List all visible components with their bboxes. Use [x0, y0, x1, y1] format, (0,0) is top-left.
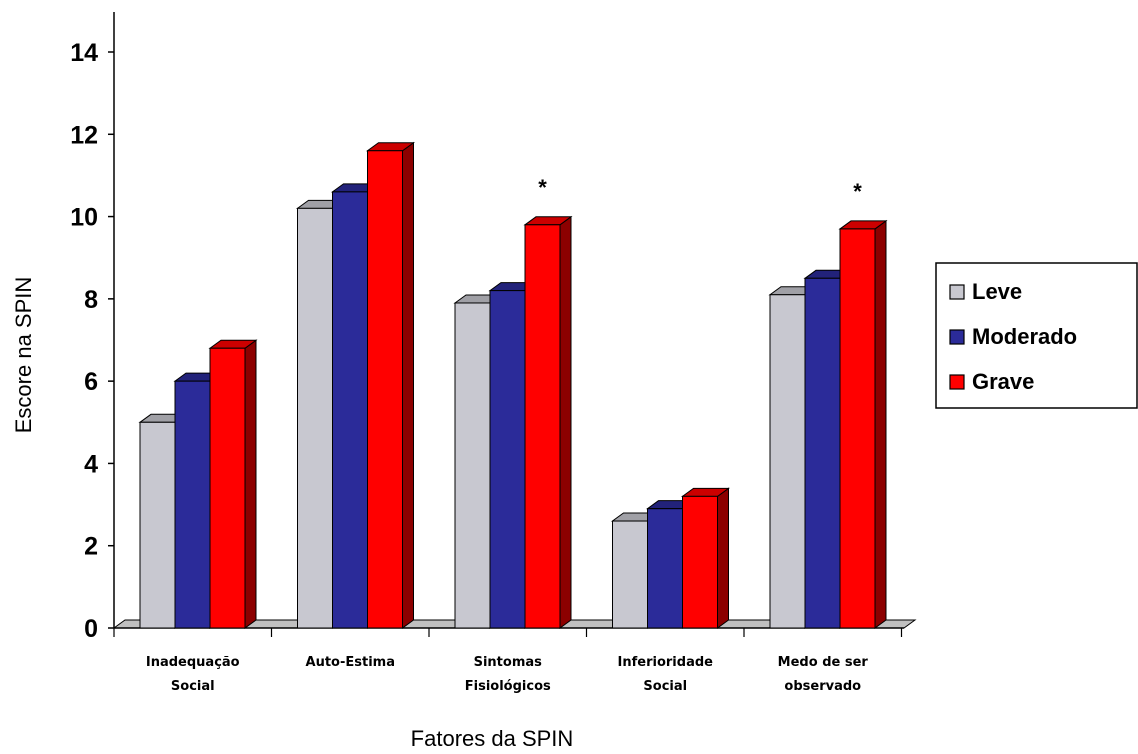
- bar-grave-3: [523, 215, 573, 629]
- bar-side: [402, 141, 414, 629]
- x-axis-label: Fatores da SPIN: [411, 726, 574, 751]
- y-tick-label: 4: [84, 450, 98, 478]
- bar-grave-2: [365, 141, 416, 629]
- bar-side: [244, 339, 257, 629]
- bar-front: [139, 421, 176, 629]
- legend-box: [935, 262, 1138, 409]
- bar-front: [682, 495, 718, 629]
- y-tick-label: 0: [84, 615, 98, 643]
- bar-front: [209, 347, 246, 629]
- y-axis-label: Escore na SPIN: [11, 277, 36, 434]
- bar-front: [174, 380, 211, 629]
- x-tick-label: Inadequação Social: [146, 655, 240, 694]
- legend-label-grave: Grave: [972, 369, 1034, 394]
- x-tick-label: Sintomas Fisiológicos: [465, 655, 551, 694]
- y-tick-label: 6: [84, 368, 98, 396]
- bar-front: [297, 207, 333, 629]
- bar-grave-1: [208, 339, 258, 629]
- significance-marker: *: [853, 179, 862, 204]
- bar-front: [332, 191, 368, 629]
- bar-front: [804, 277, 841, 629]
- labels-group: Inadequação Social Auto-Estima Sintomas Fisi…: [146, 175, 869, 694]
- x-tick-label: Inferioridade Social: [618, 655, 714, 694]
- bar-front: [489, 290, 526, 629]
- y-tick-label: 2: [84, 533, 98, 561]
- bar-side: [559, 215, 572, 629]
- bar-front: [839, 228, 876, 629]
- y-tick-label: 12: [70, 121, 98, 149]
- bar-side: [717, 487, 729, 629]
- bar-leve-5: [768, 285, 818, 629]
- y-tick-label: 8: [84, 286, 98, 314]
- significance-marker: *: [538, 175, 547, 200]
- bar-front: [367, 150, 403, 629]
- legend-swatch-moderado: [949, 329, 965, 345]
- bar-front: [769, 294, 806, 629]
- x-tick-label: Auto-Estima: [306, 655, 395, 670]
- bar-front: [454, 302, 491, 629]
- y-tick-label: 14: [70, 39, 98, 67]
- bar-grave-5: [838, 219, 888, 629]
- bar-front: [612, 520, 648, 629]
- bar-front: [647, 508, 683, 629]
- legend-swatch-grave: [949, 374, 965, 390]
- y-tick-label: 10: [70, 204, 98, 232]
- legend-label-leve: Leve: [972, 279, 1022, 304]
- legend-swatch-leve: [949, 284, 965, 300]
- bar-front: [524, 224, 561, 629]
- legend-label-moderado: Moderado: [972, 324, 1077, 349]
- legend: Leve Moderado Grave: [935, 262, 1138, 409]
- bars-group: [138, 141, 888, 629]
- bar-side: [874, 219, 887, 629]
- x-tick-label: Medo de ser observado: [778, 655, 869, 694]
- bar-grave-4: [680, 487, 731, 629]
